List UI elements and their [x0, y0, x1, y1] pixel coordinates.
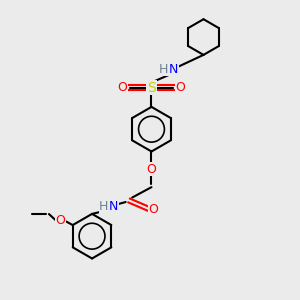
Text: O: O	[118, 81, 128, 94]
Text: N: N	[169, 63, 178, 76]
Text: H: H	[159, 63, 168, 76]
Text: O: O	[55, 214, 65, 227]
Text: O: O	[148, 203, 158, 216]
Text: H: H	[99, 200, 109, 213]
Text: S: S	[147, 81, 156, 94]
Text: N: N	[109, 200, 119, 213]
Text: O: O	[176, 81, 185, 94]
Text: O: O	[146, 163, 156, 176]
